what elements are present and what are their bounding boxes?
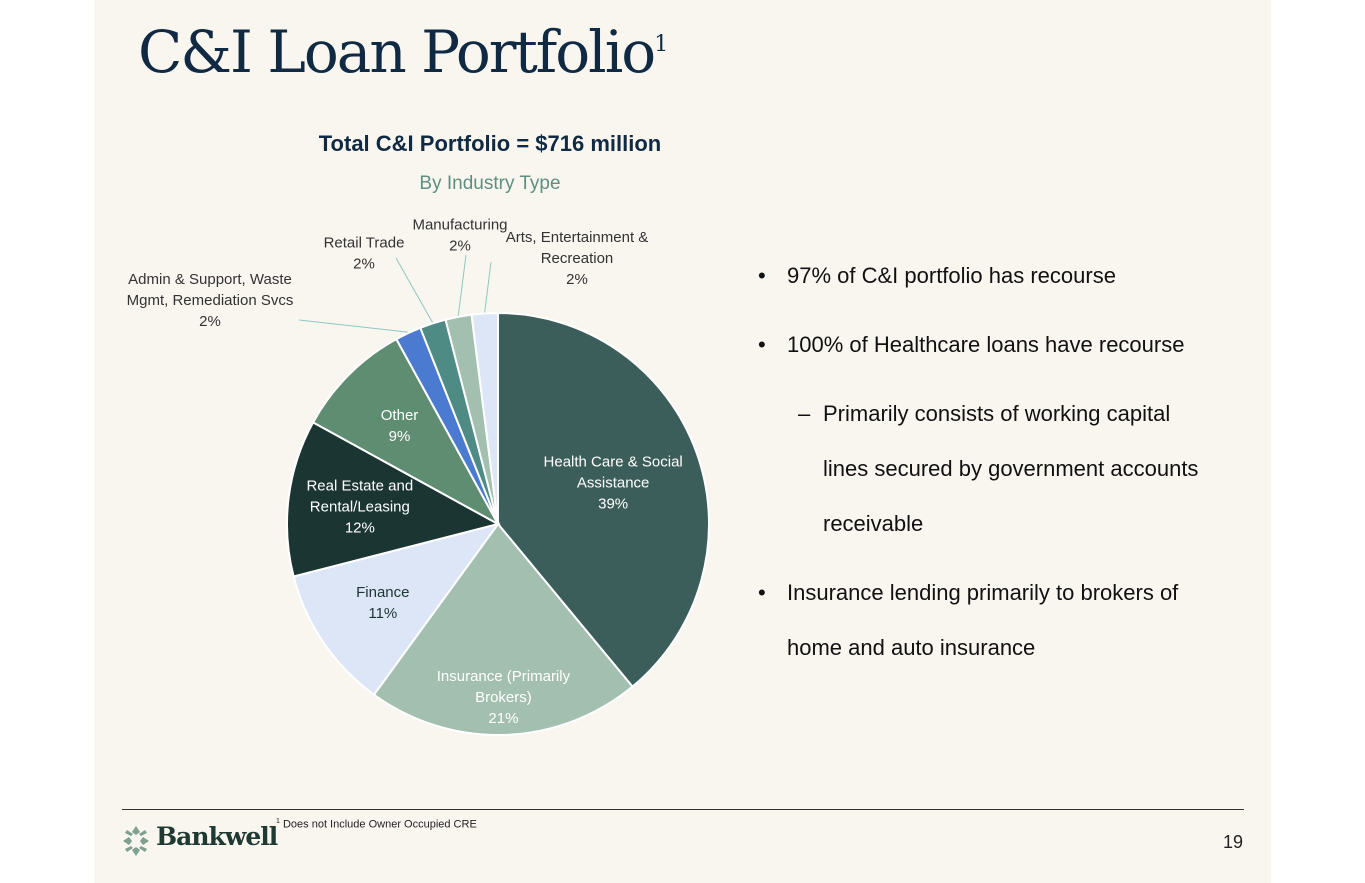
slice-label: Real Estate and Rental/Leasing 12% [306,478,413,537]
sub-bullet-item: – Primarily consists of working capital li… [798,401,1199,536]
bankwell-logo [123,826,149,856]
slice-label: Insurance (Primarily Brokers) 21% [437,668,571,727]
pie-slice [292,522,501,697]
slice-label: Finance 11% [356,584,409,622]
pie-slice [372,522,634,736]
bullet-list: • 97% of C&I portfolio has recourse • 100%… [758,248,1258,675]
bullet-item: • Insurance lending primarily to brokers … [758,580,1179,660]
page-number: 19 [1222,832,1243,852]
pie-chart: Health Care & Social Assistance 39% Insuran… [127,217,710,736]
bullet-item: • 100% of Healthcare loans have recourse [758,332,1185,357]
chart-subtitle: By Industry Type [419,173,561,194]
pie-slice [286,420,501,578]
slice-label: Other 9% [381,407,419,445]
footnote: 1 Does not Include Owner Occupied CRE [276,818,477,831]
pie-slice [311,337,501,527]
slide: C&I Loan Portfolio1 Total C&I Portfolio … [94,0,1271,883]
leader-line [395,257,433,323]
slice-label: Manufacturing 2% [412,217,507,255]
leader-line [457,254,467,316]
chart-title: Total C&I Portfolio = $716 million [318,131,662,156]
bullet-item: • 97% of C&I portfolio has recourse [758,263,1116,288]
footer-divider [122,809,1244,810]
slice-label: Health Care & Social Assistance 39% [544,454,683,513]
leader-line [484,261,492,313]
slice-label: Arts, Entertainment & Recreation 2% [506,229,649,288]
pie-slice [497,311,710,688]
pie-slice [470,311,499,525]
logo-mark-icon [123,826,149,856]
leader-line [298,319,408,333]
title-footnote-mark: 1 [654,32,669,57]
slice-label: Retail Trade 2% [324,235,405,273]
slice-label: Admin & Support, Waste Mgmt, Remediation … [127,271,294,330]
logo-wordmark: Bankwell [156,822,278,851]
page-title: C&I Loan Portfolio1 [138,18,669,86]
